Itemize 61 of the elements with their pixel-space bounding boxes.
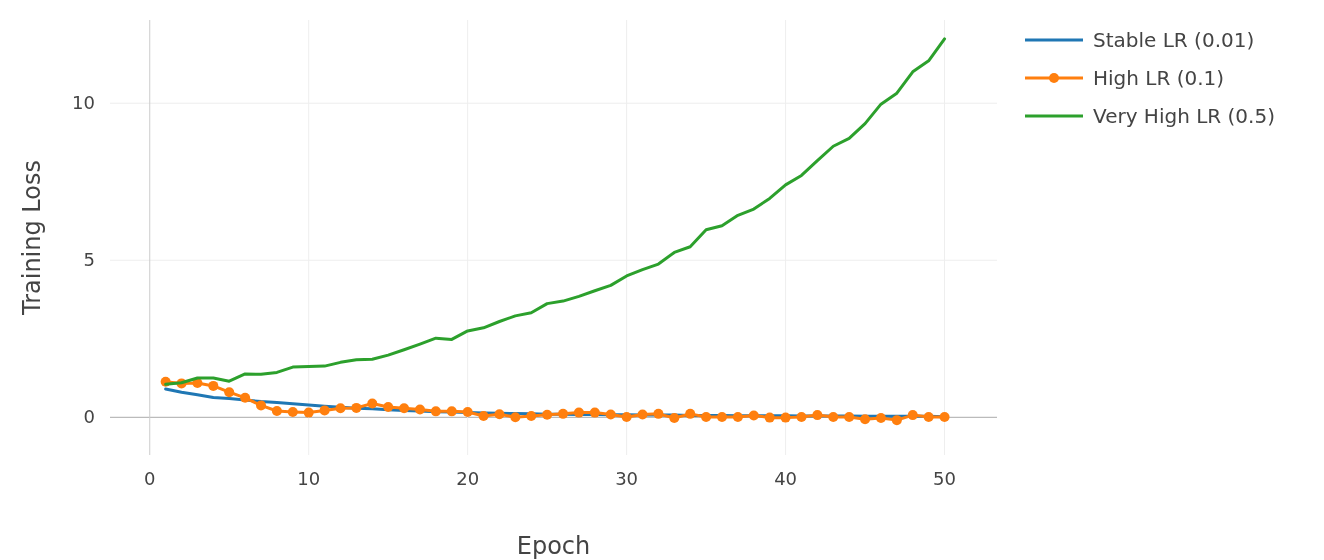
- point: [907, 410, 918, 421]
- x-tick-label: 30: [615, 468, 639, 489]
- legend-label: Very High LR (0.5): [1093, 104, 1275, 128]
- point: [526, 411, 537, 422]
- point: [287, 406, 298, 417]
- point: [796, 412, 807, 422]
- x-tick-label: 0: [144, 468, 156, 489]
- x-tick-label: 50: [933, 468, 956, 489]
- point: [462, 406, 473, 417]
- point: [303, 407, 314, 418]
- point: [637, 409, 648, 420]
- point: [319, 405, 330, 416]
- point: [399, 403, 410, 414]
- point: [605, 409, 616, 420]
- point: [478, 411, 489, 422]
- y-tick-label: 5: [83, 249, 95, 271]
- legend-label: High LR (0.1): [1093, 66, 1225, 90]
- x-tick-label: 10: [297, 468, 321, 489]
- point: [875, 412, 886, 423]
- x-axis-title: Epoch: [516, 532, 591, 560]
- point: [717, 412, 727, 422]
- point: [923, 412, 934, 422]
- point: [764, 412, 775, 423]
- point: [589, 407, 600, 418]
- point: [860, 414, 871, 425]
- point: [224, 387, 235, 398]
- point: [335, 403, 346, 414]
- point: [701, 412, 712, 422]
- point: [271, 406, 282, 417]
- y-axis-title: Training Loss: [18, 160, 46, 316]
- point: [812, 410, 823, 421]
- point: [558, 408, 569, 419]
- point: [367, 398, 378, 409]
- point: [653, 408, 664, 419]
- point: [414, 404, 425, 415]
- point: [542, 409, 553, 420]
- y-tick-label: 10: [72, 92, 95, 114]
- point: [669, 412, 680, 423]
- point: [208, 380, 219, 391]
- point: [891, 415, 902, 426]
- y-tick-label: 0: [83, 406, 95, 428]
- point: [685, 408, 696, 419]
- point: [732, 412, 743, 422]
- point: [383, 401, 394, 412]
- x-tick-label: 40: [774, 468, 798, 489]
- point: [621, 412, 632, 422]
- point: [256, 400, 267, 411]
- point: [351, 402, 362, 413]
- point: [510, 412, 521, 423]
- legend-label: Stable LR (0.01): [1093, 28, 1255, 52]
- point: [430, 406, 441, 417]
- point: [780, 412, 791, 423]
- x-tick-label: 20: [456, 468, 480, 489]
- point: [494, 409, 505, 420]
- point: [748, 410, 759, 421]
- point: [446, 406, 457, 417]
- point: [573, 407, 584, 418]
- point: [828, 412, 839, 422]
- point: [240, 392, 251, 403]
- point: [844, 412, 855, 422]
- point: [939, 412, 950, 422]
